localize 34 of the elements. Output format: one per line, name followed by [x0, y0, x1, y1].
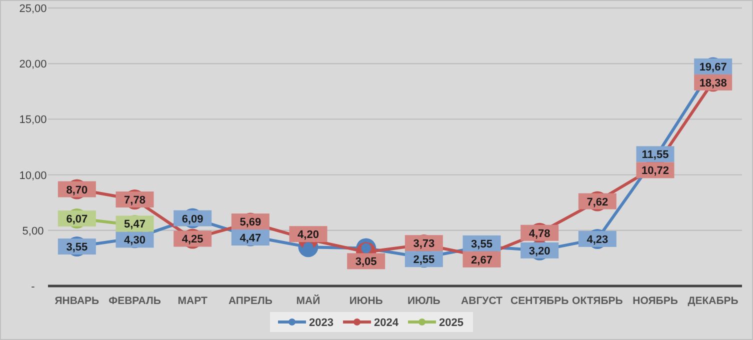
- x-tick-label: НОЯБРЬ: [632, 295, 678, 307]
- y-tick-label: 5,00: [22, 225, 44, 238]
- data-label: 2,67: [471, 254, 492, 266]
- y-tick-label: 15,00: [19, 114, 47, 126]
- y-tick-label: 10,00: [19, 170, 47, 182]
- data-label: 10,72: [641, 165, 670, 178]
- data-label: 4,30: [124, 234, 146, 247]
- data-label: 3,73: [413, 238, 435, 250]
- y-tick-label: -: [31, 281, 36, 293]
- data-label: 5,69: [240, 216, 262, 229]
- x-tick-label: ФЕВРАЛЬ: [108, 295, 162, 307]
- legend-label: 2024: [374, 317, 400, 329]
- data-label: 2,55: [413, 254, 435, 266]
- data-label: 4,20: [298, 229, 319, 242]
- x-tick-label: ИЮЛЬ: [407, 295, 441, 307]
- x-tick-label: ЯНВАРЬ: [54, 295, 100, 307]
- x-tick-label: ОКТЯБРЬ: [572, 295, 624, 307]
- data-label: 11,55: [642, 149, 669, 162]
- legend-label: 2025: [439, 317, 464, 329]
- legend-label: 2023: [309, 317, 334, 329]
- x-tick-label: АВГУСТ: [461, 295, 504, 307]
- x-tick-label: МАРТ: [178, 295, 208, 307]
- y-tick-label: 20,00: [19, 58, 47, 71]
- data-label: 3,05: [355, 256, 377, 268]
- x-tick-label: ДЕКАБРЬ: [688, 295, 739, 307]
- data-label: 19,67: [699, 61, 727, 74]
- data-label: 4,47: [240, 232, 262, 245]
- x-tick-label: АПРЕЛЬ: [228, 295, 273, 307]
- x-tick-label: ИЮНЬ: [349, 295, 384, 307]
- x-tick-label: СЕНТЯБРЬ: [510, 295, 570, 307]
- y-tick-label: 25,00: [19, 3, 47, 15]
- x-tick-label: МАЙ: [296, 294, 320, 307]
- data-label: 18,38: [699, 77, 727, 90]
- data-label: 3,55: [471, 238, 492, 250]
